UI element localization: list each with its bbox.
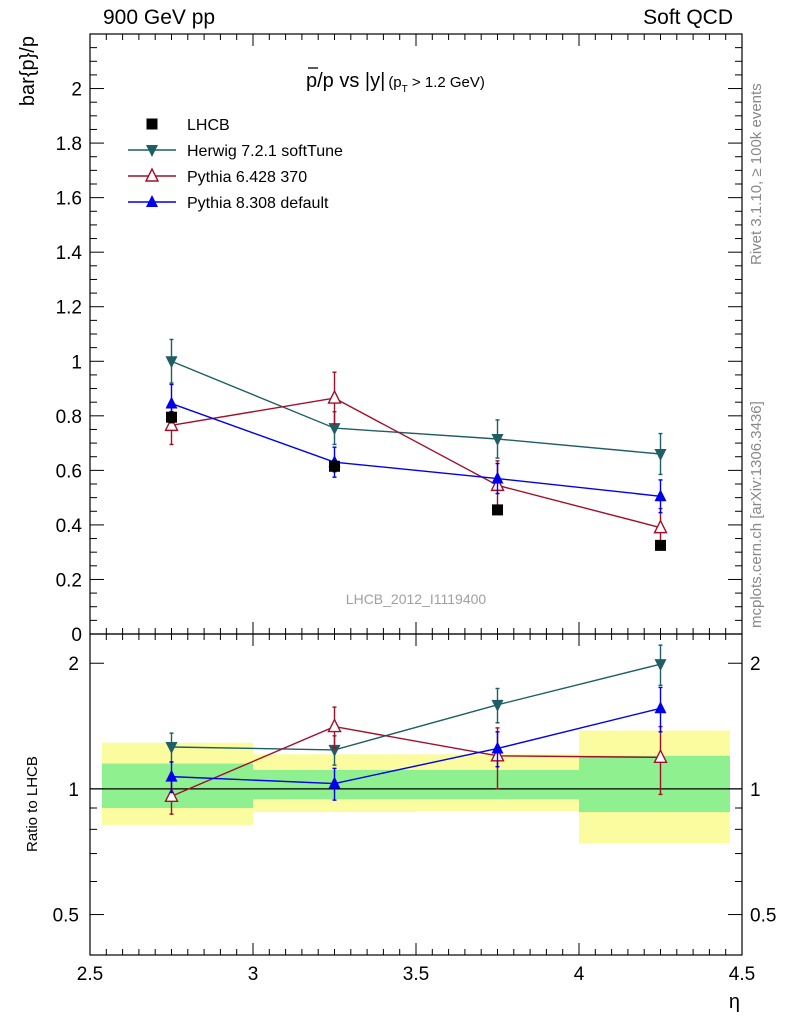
pythia8-point bbox=[491, 471, 504, 484]
ratio-y-axis-label: Ratio to LHCB bbox=[24, 756, 41, 852]
y-tick-label: 0.6 bbox=[56, 461, 82, 482]
y-tick-label: 1.8 bbox=[56, 134, 82, 155]
herwig-point bbox=[654, 449, 667, 461]
y-tick-label: 0 bbox=[71, 625, 82, 646]
pythia6-point bbox=[327, 389, 342, 404]
ratio-pythia6-point bbox=[327, 718, 342, 733]
lhcb-point bbox=[492, 504, 503, 516]
x-tick-label: 2.5 bbox=[77, 964, 103, 985]
ratio-pythia6-point bbox=[164, 787, 179, 802]
ratio-pythia8-line bbox=[171, 707, 661, 785]
chart-title-cut-end: > 1.2 GeV) bbox=[408, 74, 485, 91]
ratio-herwig-line bbox=[171, 663, 661, 751]
ratio-herwig-point bbox=[491, 699, 504, 712]
ratio-pythia8-point bbox=[328, 776, 341, 789]
pythia6-line bbox=[171, 397, 661, 529]
pythia8-line bbox=[171, 402, 661, 497]
herwig-point bbox=[165, 356, 178, 369]
y-tick-label: 1.6 bbox=[56, 189, 82, 210]
header-right: Soft QCD bbox=[643, 6, 733, 29]
y-tick-label: 1.4 bbox=[56, 243, 83, 264]
lhcb-point bbox=[655, 539, 666, 551]
chart-title-sub: T bbox=[402, 84, 408, 95]
legend-label: Pythia 6.428 370 bbox=[187, 169, 307, 186]
legend-label: LHCB bbox=[187, 117, 230, 134]
herwig-line bbox=[171, 360, 661, 455]
ratio-y-tick-label-right: 0.5 bbox=[750, 906, 776, 927]
ratio-y-tick-label-right: 2 bbox=[750, 654, 761, 675]
x-tick-label: 3.5 bbox=[403, 964, 429, 985]
ratio-y-tick-label-right: 1 bbox=[750, 780, 761, 801]
x-axis-label: η bbox=[729, 991, 740, 1013]
ratio-y-tick-label: 2 bbox=[68, 654, 79, 675]
pythia8-point bbox=[165, 396, 178, 409]
x-tick-label: 3 bbox=[248, 964, 259, 985]
chart-title-main: p/p vs |y| bbox=[306, 70, 385, 92]
header-left: 900 GeV pp bbox=[103, 6, 216, 29]
legend-marker bbox=[146, 145, 158, 157]
legend-marker bbox=[146, 118, 158, 130]
pythia6-point bbox=[653, 519, 668, 534]
y-tick-label: 0.8 bbox=[56, 407, 82, 428]
rivet-version-label: Rivet 3.1.10, ≥ 100k events bbox=[748, 83, 765, 265]
lhcb-point bbox=[166, 411, 177, 423]
herwig-point bbox=[491, 434, 504, 446]
ratio-y-tick-label: 0.5 bbox=[53, 906, 79, 927]
y-tick-label: 1 bbox=[71, 352, 82, 373]
chart-title-cut: (p bbox=[388, 74, 401, 91]
x-tick-label: 4.5 bbox=[729, 964, 755, 985]
x-tick-label: 4 bbox=[574, 964, 585, 985]
y-tick-label: 2 bbox=[71, 80, 82, 101]
y-tick-label: 0.2 bbox=[56, 570, 82, 591]
pythia6-point bbox=[164, 416, 179, 432]
herwig-point bbox=[328, 423, 341, 436]
lhcb-point bbox=[329, 460, 340, 472]
legend-label: Herwig 7.2.1 softTune bbox=[187, 143, 343, 160]
legend-label: Pythia 8.308 default bbox=[187, 195, 329, 212]
ratio-pythia6-line bbox=[171, 725, 661, 797]
ratio-pythia8-point bbox=[654, 701, 667, 714]
legend-marker bbox=[144, 167, 160, 182]
y-axis-label: bar{p}/p bbox=[17, 36, 39, 106]
y-tick-label: 1.2 bbox=[56, 298, 82, 319]
legend-marker bbox=[146, 195, 158, 207]
ratio-herwig-point bbox=[328, 744, 341, 757]
ratio-herwig-point bbox=[654, 659, 667, 672]
analysis-watermark: LHCB_2012_I1119400 bbox=[346, 591, 487, 607]
ratio-herwig-point bbox=[165, 741, 178, 754]
ratio-band-inner bbox=[579, 755, 730, 813]
ratio-pythia6-point bbox=[653, 748, 668, 764]
chart-title: p/p vs |y| (pT > 1.2 GeV) bbox=[306, 70, 485, 95]
ratio-pythia8-point bbox=[491, 741, 504, 754]
pythia8-point bbox=[654, 489, 667, 502]
mcplots-credit-label: mcplots.cern.ch [arXiv:1306.3436] bbox=[748, 401, 765, 628]
ratio-pythia8-point bbox=[165, 769, 178, 782]
ratio-y-tick-label: 1 bbox=[68, 780, 79, 801]
y-tick-label: 0.4 bbox=[56, 516, 83, 537]
